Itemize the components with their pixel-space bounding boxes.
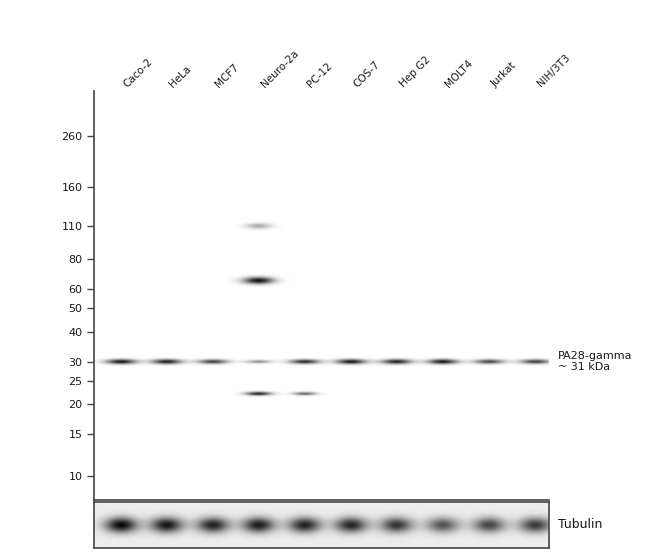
Text: NIH/3T3: NIH/3T3: [536, 52, 572, 89]
Text: COS-7: COS-7: [352, 59, 382, 89]
Text: Neuro-2a: Neuro-2a: [259, 48, 301, 89]
Text: Hep G2: Hep G2: [398, 55, 432, 89]
Text: HeLa: HeLa: [168, 63, 193, 89]
Text: Tubulin: Tubulin: [558, 518, 603, 532]
Text: Caco-2: Caco-2: [122, 56, 155, 89]
Text: Jurkat: Jurkat: [489, 60, 518, 89]
Text: MOLT4: MOLT4: [443, 57, 475, 89]
Text: PC-12: PC-12: [306, 60, 334, 89]
Text: PA28-gamma
~ 31 kDa: PA28-gamma ~ 31 kDa: [558, 351, 633, 373]
Text: MCF7: MCF7: [214, 62, 241, 89]
